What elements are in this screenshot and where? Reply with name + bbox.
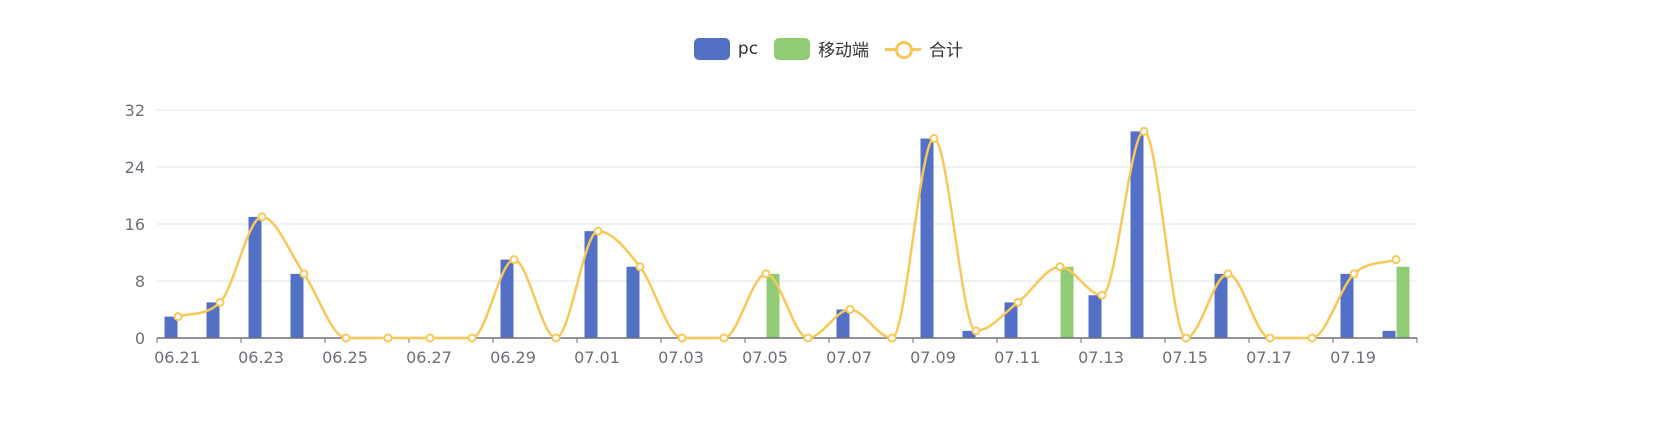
total-point [1013,297,1023,307]
bar-pc [1130,131,1144,338]
x-tick-label: 06.23 [238,348,284,367]
legend-label-mobile: 移动端 [818,41,870,61]
total-point [1097,290,1107,300]
x-tick-label: 07.03 [658,348,704,367]
total-point [929,134,939,143]
x-tick-label: 07.01 [574,348,620,367]
legend-label-total: 合计 [929,41,964,61]
legend-item-mobile[interactable]: 移动端 [774,36,869,61]
total-point [509,255,519,265]
total-point [383,333,393,343]
total-point [1265,333,1275,343]
bar-pc [1382,330,1396,338]
x-tick-label: 07.17 [1246,348,1292,367]
total-point [173,312,183,322]
total-line [177,130,1397,340]
total-point [425,333,435,343]
y-tick-label: 32 [125,101,145,120]
total-point [593,226,603,236]
y-tick-label: 24 [125,158,145,177]
total-point [1055,262,1065,272]
y-tick-label: 0 [135,329,145,348]
total-point [845,305,855,314]
legend-swatch-pc [693,37,730,60]
bar-mobile [1060,266,1074,338]
total-point [1349,269,1359,279]
total-point [299,269,309,279]
x-tick-label: 07.05 [742,348,788,367]
legend-item-pc[interactable]: pc [693,37,759,60]
bar-pc [500,259,514,338]
x-tick-label: 07.19 [1330,348,1376,367]
bar-pc [1214,273,1228,338]
legend-label-pc: pc [737,38,759,59]
total-point [761,269,771,279]
bar-pc [584,231,598,338]
x-tick-label: 07.15 [1162,348,1208,367]
total-point [887,333,897,343]
x-tick-label: 07.13 [1078,348,1124,367]
legend-item-total[interactable]: 合计 [885,36,963,61]
total-point [341,333,351,343]
bar-pc [836,309,850,338]
x-tick-label: 06.27 [406,348,452,367]
bar-pc [920,138,934,338]
x-tick-label: 07.11 [994,348,1040,367]
total-point [1181,333,1191,343]
legend-line-total [885,38,922,60]
x-tick-label: 07.09 [910,348,956,367]
x-tick-label: 07.07 [826,348,872,367]
total-point [467,333,477,343]
x-tick-label: 06.25 [322,348,368,367]
x-tick-label: 06.29 [490,348,536,367]
total-point [257,212,267,222]
bar-pc [626,266,640,338]
total-point [635,262,645,272]
bar-mobile [1396,266,1410,338]
y-tick-label: 8 [135,272,145,291]
total-point [1139,126,1149,136]
total-point [1223,269,1233,279]
legend-swatch-mobile [774,37,811,60]
total-point [719,333,729,343]
total-point [215,297,225,307]
bar-pc [164,316,178,338]
bar-mobile [766,273,780,338]
bar-pc [962,330,976,338]
total-point [551,333,561,343]
y-tick-label: 16 [125,215,145,234]
total-point [1307,333,1317,343]
total-point [1391,255,1401,265]
total-point [971,326,981,336]
total-point [677,333,687,343]
x-tick-label: 06.21 [154,348,200,367]
bar-pc [290,273,304,338]
bar-pc [1088,295,1102,338]
bar-pc [248,216,262,338]
legend: pc 移动端 合计 [0,36,1657,61]
bar-pc [206,302,220,338]
total-point [803,333,813,343]
